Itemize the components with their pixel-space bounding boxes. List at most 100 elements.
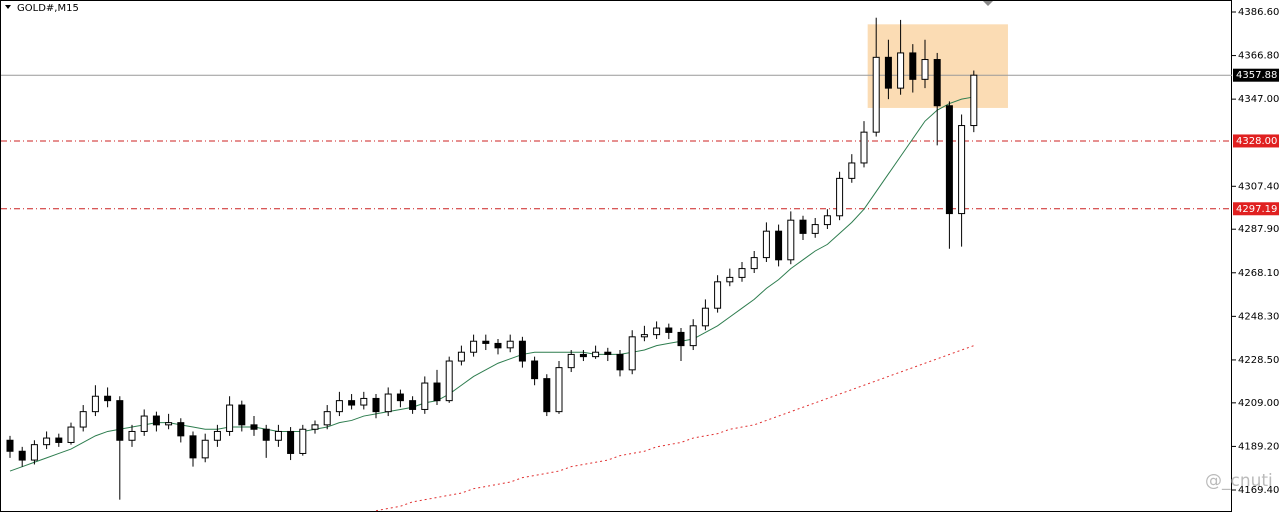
candle-body [67,426,75,443]
candle-body [616,353,624,371]
candle-body [445,360,453,402]
candle-body [592,351,600,358]
candle-body [848,162,856,179]
candle-body [55,437,63,443]
level-label-bg [1233,68,1279,82]
candle-body [518,340,526,362]
candle-body [872,56,880,133]
candle-body [18,450,26,461]
y-tick-label: 4347.00 [1238,94,1279,105]
candle-body [726,276,734,283]
candle-body [775,230,783,261]
candle-body [335,400,343,413]
candle-body [226,404,234,432]
candle-body [433,382,441,402]
candle-body [189,435,197,459]
candle-body [323,411,331,426]
candle-body [714,281,722,309]
candle-body [104,395,112,402]
candle-body [116,400,124,441]
candle-body [128,430,136,441]
moving-average [9,96,974,472]
candle-body [396,393,404,402]
moving-average [375,345,974,512]
candle-body [531,360,539,380]
candle-body [897,52,905,89]
candle-body [945,105,953,215]
candle-body [750,257,758,270]
plot-frame [0,0,1232,512]
y-tick-label: 4366.80 [1238,51,1279,62]
candle-body [262,428,270,441]
candle-body [311,424,319,430]
candle-body [860,131,868,164]
candle-body [213,430,221,441]
candle-body [421,382,429,410]
candle-body [555,367,563,413]
candle-body [482,340,490,344]
candle-body [762,230,770,259]
candle-body [360,397,368,406]
candle-body [701,307,709,327]
candle-body [409,400,417,410]
candle-body [689,325,697,347]
candle-body [152,415,160,426]
candle-body [738,268,746,278]
level-label-bg [1233,134,1279,148]
y-tick-label: 4209.00 [1238,398,1279,409]
candle-body [836,177,844,217]
candle-body [933,59,941,107]
level-label: 4297.19 [1236,204,1277,215]
candle-body [579,353,587,358]
candle-body [384,393,392,413]
candle-body [823,215,831,226]
y-tick-label: 4307.40 [1238,181,1279,192]
y-tick-label: 4287.90 [1238,224,1279,235]
candle-body [787,219,795,261]
candle-body [799,219,807,234]
chart-title: GOLD#,M15 [17,3,79,14]
candle-body [811,224,819,234]
candle-body [177,422,185,437]
candle-body [287,430,295,454]
candle-body [677,331,685,347]
candle-body [653,327,661,336]
candle-body [604,351,612,355]
candle-body [140,415,148,432]
y-tick-label: 4189.20 [1238,441,1279,452]
candle-body [372,397,380,413]
y-tick-label: 4228.50 [1238,355,1279,366]
candle-body [6,439,14,452]
candle-body [299,428,307,454]
candle-body [628,336,636,371]
level-label: 4357.88 [1236,70,1277,81]
y-tick-label: 4169.40 [1238,485,1279,496]
candle-body [921,59,929,80]
candle-body [567,353,575,369]
level-label-bg [1233,202,1279,216]
candle-body [30,444,38,461]
candle-body [250,424,258,430]
candle-body [348,400,356,406]
candle-body [494,342,502,349]
candle-body [43,437,51,446]
candle-body [79,411,87,428]
candle-body [201,439,209,459]
candle-body [970,74,978,127]
watermark: @_cnuti [1205,471,1273,491]
candle-body [884,56,892,89]
y-tick-label: 4248.30 [1238,311,1279,322]
level-label: 4328.00 [1236,136,1277,147]
candle-body [165,422,173,426]
candle-body [506,340,514,349]
y-tick-label: 4268.10 [1238,268,1279,279]
candle-body [665,327,673,333]
candle-body [543,378,551,413]
candle-body [238,404,246,426]
candle-body [958,125,966,215]
menu-arrow[interactable] [5,5,11,9]
candle-body [470,340,478,353]
candle-body [274,430,282,441]
